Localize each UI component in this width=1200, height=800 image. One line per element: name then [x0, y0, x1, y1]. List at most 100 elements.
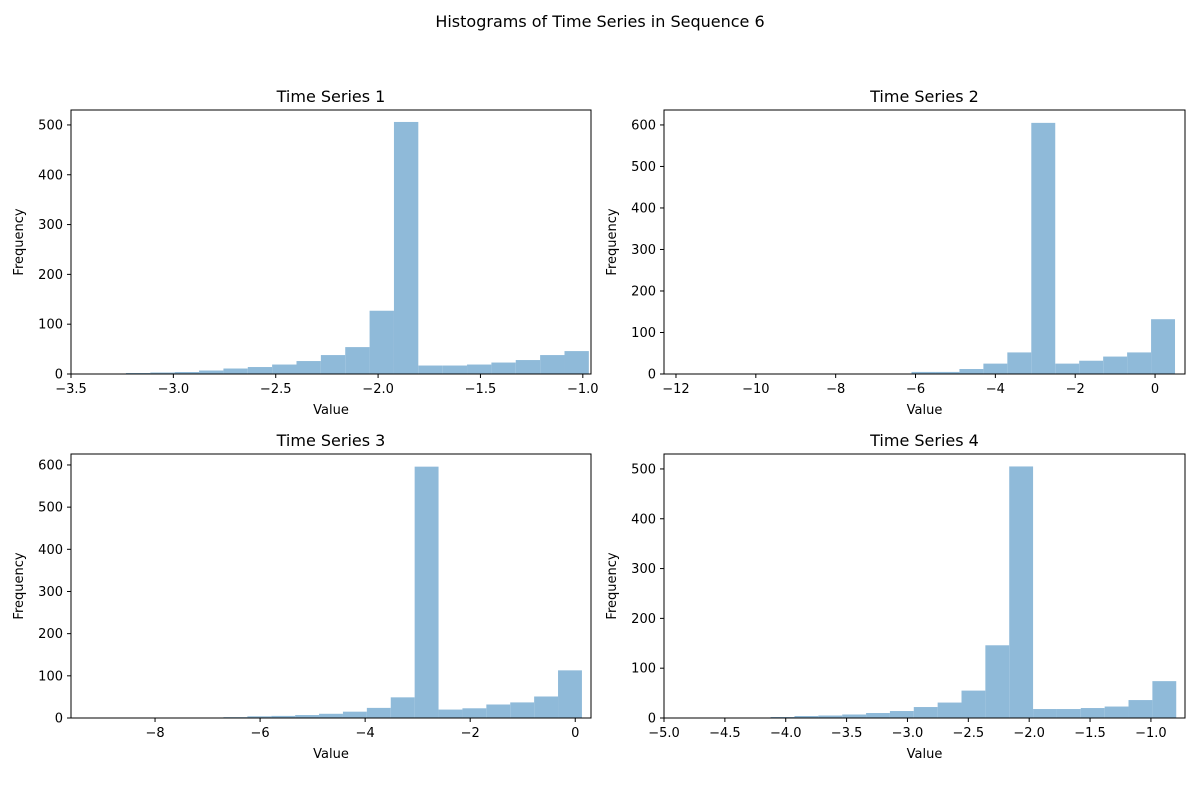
y-axis-label: Frequency — [605, 208, 620, 275]
histogram-bar — [150, 372, 175, 374]
x-tick-label: −4.5 — [709, 726, 741, 741]
x-tick-label: 0 — [571, 726, 579, 741]
axes-frame — [70, 453, 592, 719]
panel-title: Time Series 3 — [276, 431, 386, 450]
y-tick-label: 300 — [631, 243, 656, 258]
x-tick-label: −4.0 — [770, 726, 802, 741]
y-tick-label: 100 — [38, 318, 63, 333]
histogram-bar — [1056, 709, 1081, 718]
y-tick-label: 200 — [38, 268, 63, 283]
y-tick-label: 600 — [631, 118, 656, 133]
x-tick-label: −8 — [145, 726, 164, 741]
histogram-bar — [1033, 709, 1057, 718]
histogram-bar — [1079, 360, 1104, 374]
x-axis-label: Value — [313, 747, 349, 762]
y-tick-label: 500 — [38, 501, 63, 516]
x-tick-label: −4 — [356, 726, 375, 741]
histogram-bar — [393, 121, 419, 374]
histogram-bar — [534, 696, 559, 718]
x-tick-label: −3.0 — [158, 382, 190, 397]
x-tick-label: −3.5 — [55, 382, 87, 397]
histogram-bar — [985, 645, 1010, 718]
x-tick-label: −3.5 — [831, 726, 863, 741]
histogram-bar — [390, 697, 415, 718]
axes-frame — [70, 109, 592, 375]
histogram-bar — [842, 714, 867, 718]
histogram-bar — [223, 368, 248, 374]
y-tick-label: 200 — [631, 284, 656, 299]
histogram-bar — [1080, 708, 1105, 718]
histogram-bar — [296, 361, 321, 374]
histogram-panel-3: −8 −6 −4 −2 0 0 100 200 300 400 500 600 Time Series … — [12, 431, 592, 762]
x-axis-label: Value — [907, 747, 943, 762]
histogram-bar — [866, 713, 890, 718]
histogram-bar — [913, 707, 938, 718]
y-tick-label: 100 — [631, 326, 656, 341]
histogram-bar — [515, 360, 541, 374]
histogram-bar — [1128, 700, 1153, 718]
histogram-bar — [937, 702, 962, 718]
y-tick-label: 200 — [38, 627, 63, 642]
histogram-bar — [1151, 319, 1176, 374]
histogram-bar — [414, 466, 439, 718]
x-tick-label: −3.0 — [892, 726, 924, 741]
histogram-bar — [1127, 352, 1152, 374]
x-tick-label: −1.0 — [567, 382, 599, 397]
x-tick-label: 0 — [1151, 382, 1159, 397]
histogram-bar — [462, 708, 487, 718]
x-tick-label: −1.5 — [1074, 726, 1106, 741]
histogram-bar — [345, 347, 370, 374]
y-tick-label: 300 — [38, 218, 63, 233]
axes-frame — [663, 453, 1186, 719]
panel-title: Time Series 2 — [869, 87, 979, 106]
x-tick-label: −5.0 — [648, 726, 680, 741]
x-tick-label: −2.5 — [953, 726, 985, 741]
histogram-bar — [491, 362, 516, 374]
histogram-bar — [369, 310, 394, 374]
x-tick-label: −6 — [251, 726, 270, 741]
histogram-bar — [438, 709, 463, 718]
x-tick-label: −6 — [906, 382, 925, 397]
x-tick-label: −2.5 — [260, 382, 292, 397]
histogram-bar — [1055, 363, 1080, 374]
histogram-bar — [1009, 466, 1034, 718]
histogram-bar — [961, 690, 986, 718]
y-tick-label: 0 — [648, 712, 656, 727]
histogram-bar — [366, 707, 391, 718]
y-tick-label: 500 — [631, 160, 656, 175]
histogram-bar — [510, 702, 535, 718]
histogram-bar — [467, 364, 492, 374]
histogram-bar — [418, 365, 443, 374]
histogram-bar — [911, 371, 936, 374]
y-tick-label: 400 — [38, 543, 63, 558]
histogram-bar — [1104, 706, 1129, 718]
y-tick-label: 300 — [631, 562, 656, 577]
y-tick-label: 300 — [38, 585, 63, 600]
y-tick-label: 0 — [55, 712, 63, 727]
x-tick-label: −8 — [826, 382, 845, 397]
histogram-bar — [540, 355, 565, 374]
y-tick-label: 0 — [648, 368, 656, 383]
y-tick-label: 100 — [38, 669, 63, 684]
panel-title: Time Series 4 — [869, 431, 979, 450]
histogram-bar — [1031, 122, 1056, 375]
histogram-bar — [1103, 356, 1128, 374]
y-axis-label: Frequency — [605, 552, 620, 619]
axes-frame — [663, 109, 1186, 375]
x-tick-label: −2.0 — [362, 382, 394, 397]
histogram-bar — [271, 715, 296, 718]
x-tick-label: −4 — [986, 382, 1005, 397]
histogram-bar — [818, 715, 843, 718]
histogram-bar — [486, 704, 511, 718]
histogram-bar — [558, 670, 582, 718]
x-tick-label: −2.0 — [1013, 726, 1045, 741]
y-tick-label: 500 — [631, 462, 656, 477]
histogram-bar — [935, 371, 960, 374]
histogram-bar — [983, 363, 1008, 374]
histogram-bar — [174, 372, 200, 374]
x-axis-label: Value — [907, 403, 943, 418]
histogram-panel-1: −3.5 −3.0 −2.5 −2.0 −1.5 −1.0 0 100 200 300 400 500… — [12, 87, 599, 418]
histogram-bar — [295, 715, 320, 718]
histogram-bar — [247, 367, 273, 374]
